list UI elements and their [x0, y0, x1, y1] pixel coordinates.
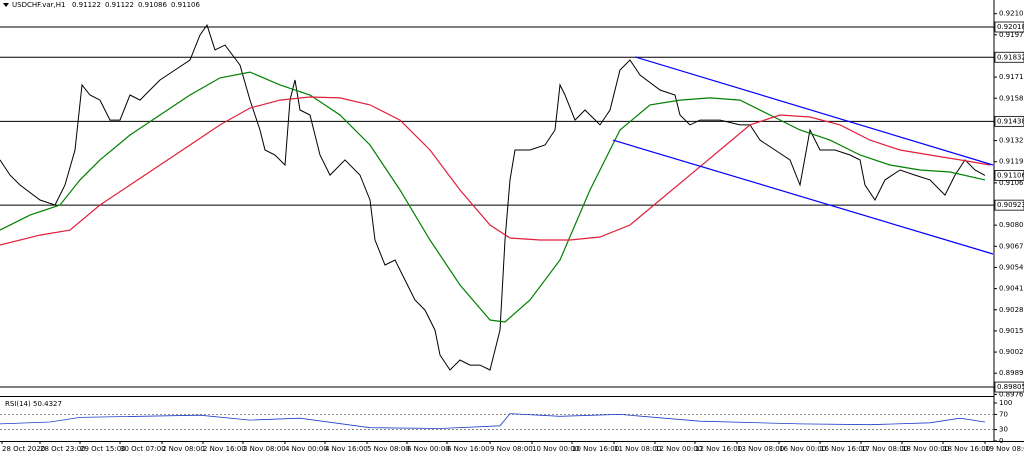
x-tick-label: 13 Nov 08:00: [737, 445, 784, 453]
level-label: 0.91832: [997, 53, 1024, 61]
x-tick-label: 2 Nov 08:00: [162, 445, 205, 453]
level-label: 0.90923: [997, 201, 1024, 209]
x-tick-label: 19 Nov 08:00: [985, 445, 1024, 453]
x-tick-label: 4 Nov 16:00: [325, 445, 368, 453]
quote-value: 0.91122: [72, 1, 101, 9]
x-tick-label: 4 Nov 00:00: [285, 445, 328, 453]
rsi-tick-label: 0: [999, 437, 1003, 445]
x-tick-label: 16 Nov 00:00: [779, 445, 826, 453]
level-label: 0.91438: [997, 117, 1024, 125]
rsi-last: 50.4327: [33, 400, 62, 408]
x-tick-label: 11 Nov 08:00: [614, 445, 661, 453]
quote-value: 0.91106: [171, 1, 200, 9]
quote-value: 0.91086: [138, 1, 167, 9]
level-label-box: [994, 51, 1024, 63]
menu-arrow: [3, 3, 9, 7]
current-price-label: 0.91106: [997, 171, 1024, 179]
x-tick-label: 28 Oct 23:00: [40, 445, 86, 453]
price-line: [0, 23, 986, 371]
x-tick-label: 16 Nov 16:00: [820, 445, 867, 453]
rsi-tick-label: 30: [999, 426, 1008, 434]
moving-average: [0, 96, 991, 246]
level-label-box: [994, 199, 1024, 211]
x-tick-label: 30 Oct 07:00: [120, 445, 166, 453]
x-tick-label: 29 Oct 15:00: [80, 445, 126, 453]
x-tick-label: 6 Nov 00:00: [407, 445, 450, 453]
x-tick-label: 28 Oct 2020: [2, 445, 45, 453]
level-label-box: [994, 21, 1024, 33]
x-tick-label: 18 Nov 00:00: [902, 445, 949, 453]
level-label-box: [994, 115, 1024, 127]
level-label-box: [994, 381, 1024, 393]
x-tick-label: 17 Nov 08:00: [861, 445, 908, 453]
symbol-title: USDCHF.var,H1: [12, 1, 66, 9]
x-tick-label: 10 Nov 16:00: [572, 445, 619, 453]
x-tick-label: 10 Nov 00:00: [532, 445, 579, 453]
current-price-box: [994, 169, 1024, 181]
rsi-tick-label: 70: [999, 410, 1008, 418]
rsi-tick-label: 100: [999, 399, 1012, 407]
x-tick-label: 3 Nov 08:00: [243, 445, 286, 453]
y-tick-label: 0.89760: [999, 390, 1024, 398]
trendline: [634, 56, 994, 166]
x-tick-label: 12 Nov 00:00: [655, 445, 702, 453]
moving-average: [0, 71, 986, 323]
x-tick-label: 5 Nov 08:00: [367, 445, 410, 453]
x-tick-label: 6 Nov 16:00: [447, 445, 490, 453]
rsi-line: [0, 413, 986, 429]
level-label: 0.92018: [997, 23, 1024, 31]
rsi-title: RSI(14): [5, 400, 31, 408]
x-tick-label: 9 Nov 08:00: [490, 445, 533, 453]
x-tick-label: 12 Nov 16:00: [695, 445, 742, 453]
level-label: 0.89805: [997, 383, 1024, 391]
quote-value: 0.91122: [105, 1, 134, 9]
x-tick-label: 2 Nov 16:00: [203, 445, 246, 453]
trendline: [612, 139, 994, 255]
x-tick-label: 18 Nov 16:00: [943, 445, 990, 453]
